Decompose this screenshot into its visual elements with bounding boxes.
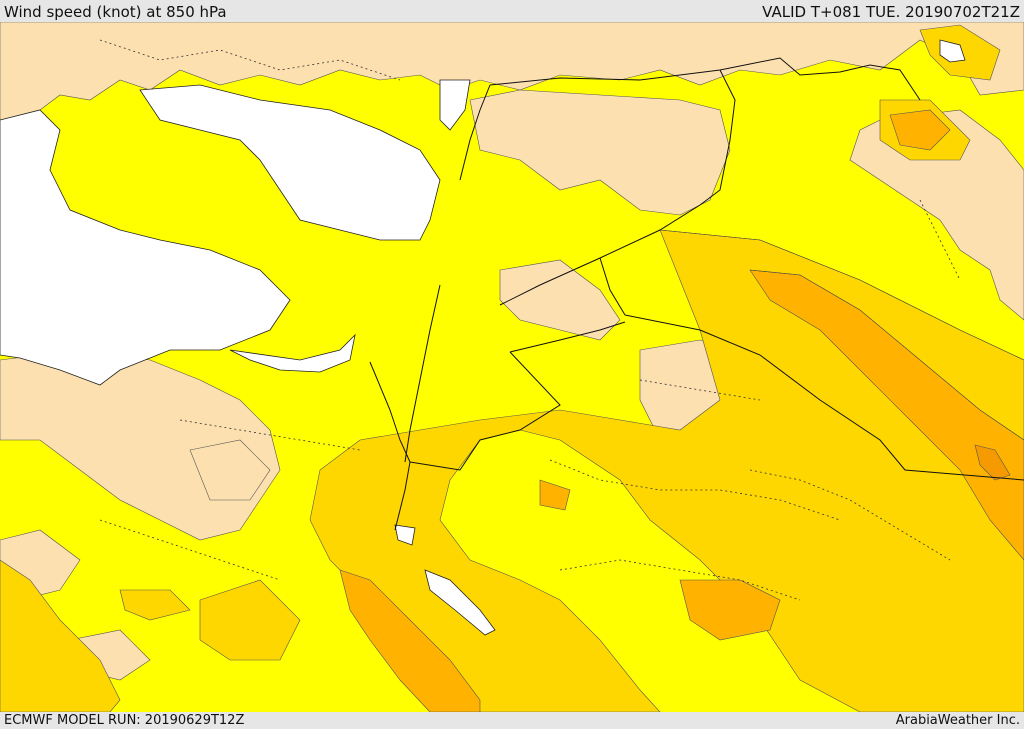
credit-label: ArabiaWeather Inc.: [895, 713, 1020, 728]
map-footer: ECMWF MODEL RUN: 20190629T12Z ArabiaWeat…: [0, 712, 1024, 729]
map-header: Wind speed (knot) at 850 hPa VALID T+081…: [0, 0, 1024, 22]
sea-areas: [0, 39, 966, 636]
map-title: Wind speed (knot) at 850 hPa: [4, 3, 227, 21]
wind-level-3-zones: [339, 109, 1024, 713]
wind-contours: [659, 229, 1024, 441]
model-run-label: ECMWF MODEL RUN: 20190629T12Z: [4, 713, 245, 728]
country-borders: [369, 57, 1024, 531]
wind-speed-map: [0, 21, 1024, 713]
wind-level-4-zones: [974, 444, 1011, 481]
valid-time: VALID T+081 TUE. 20190702T21Z: [762, 3, 1020, 21]
admin-boundaries: [99, 39, 961, 601]
